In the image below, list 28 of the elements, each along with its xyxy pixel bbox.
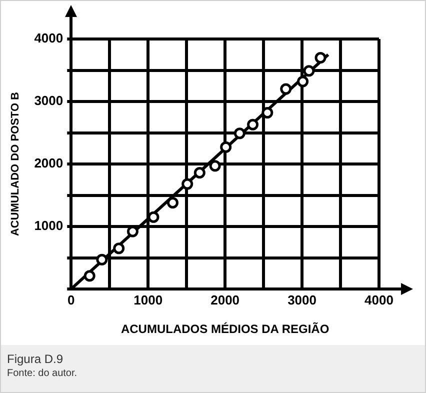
point	[314, 52, 326, 64]
point	[262, 107, 274, 118]
point	[113, 242, 125, 254]
text: Figura D.9	[7, 351, 64, 367]
x-tick-label: 4000	[364, 292, 394, 308]
x-axis-title: ACUMULADOS MÉDIOS DA REGIÃO	[120, 322, 330, 336]
point	[297, 76, 309, 88]
point	[220, 141, 232, 153]
point	[303, 65, 315, 77]
x-tick-label: 3000	[288, 292, 316, 308]
x-tick-label: 2000	[210, 292, 240, 308]
x-tick-label: 0	[68, 292, 75, 308]
point	[96, 254, 108, 266]
point	[209, 160, 221, 172]
source-note: Fonte: do autor.	[7, 367, 78, 381]
y-tick-label: 1000	[34, 218, 64, 234]
x-tick-label: 1000	[134, 292, 163, 308]
y-tick-label: 3000	[34, 93, 64, 108]
y-tick-label: 2000	[34, 156, 64, 171]
point	[280, 83, 292, 95]
point	[234, 128, 246, 140]
y-tick-label: 4000	[34, 30, 64, 46]
y-axis-title: ACUMULADO DO POSTO B	[10, 92, 22, 236]
point	[84, 270, 96, 282]
point	[247, 118, 259, 130]
point	[182, 178, 194, 190]
point	[166, 197, 178, 208]
point	[194, 167, 206, 178]
